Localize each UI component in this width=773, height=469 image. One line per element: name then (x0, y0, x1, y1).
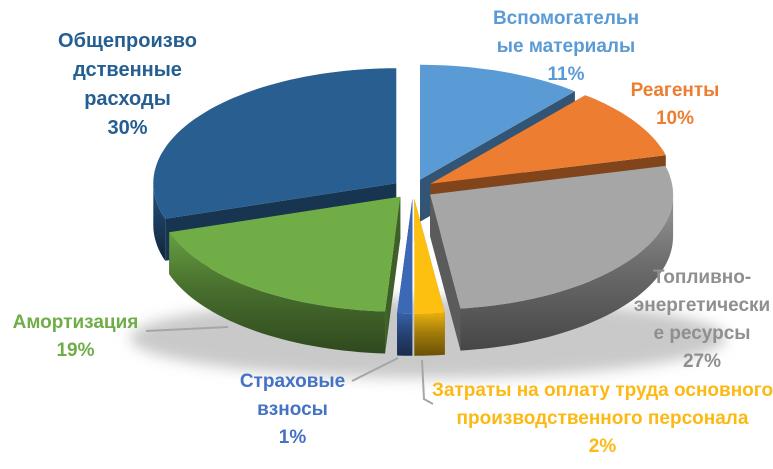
slice-top-face (153, 68, 397, 219)
callout-strakhovye: Страховые взносы 1% (239, 371, 346, 448)
slice-top-face (414, 198, 445, 314)
leader-line-amortizatsiya (145, 326, 229, 332)
pie-slice-3[interactable] (430, 165, 674, 351)
callout-zatraty: Затраты на оплату труда основного произв… (431, 380, 773, 457)
slice-top-face (430, 95, 666, 184)
slice-cut-face (430, 194, 461, 351)
callout-amortizatsiya: Амортизация 19% (12, 312, 139, 361)
slice-rim-wall (414, 312, 445, 356)
leader-line-strakhovye (351, 357, 399, 382)
callout-vspomogatelnye: Вспомогательн ые материалы 11% (492, 8, 640, 85)
slice-top-face (397, 198, 413, 314)
slice-rim-wall (153, 183, 166, 261)
pie-slice-5[interactable] (397, 198, 413, 356)
leader-line-zatraty (421, 359, 434, 405)
pie-slice-6[interactable] (169, 196, 401, 354)
callout-obshcheproizvodstvennye: Общепроизво дственные расходы 30% (58, 30, 197, 139)
slice-top-face (430, 165, 674, 309)
slice-rim-wall (397, 313, 413, 356)
callout-reagenty: Реагенты 10% (630, 80, 720, 129)
slice-top-face (420, 64, 575, 180)
callout-toplivno: Топливно- энергетически е ресурсы 27% (633, 267, 771, 372)
slice-rim-wall (169, 232, 386, 354)
pie-slice-4[interactable] (414, 198, 445, 356)
slice-rim-wall (460, 194, 674, 351)
slice-top-face (169, 196, 401, 312)
